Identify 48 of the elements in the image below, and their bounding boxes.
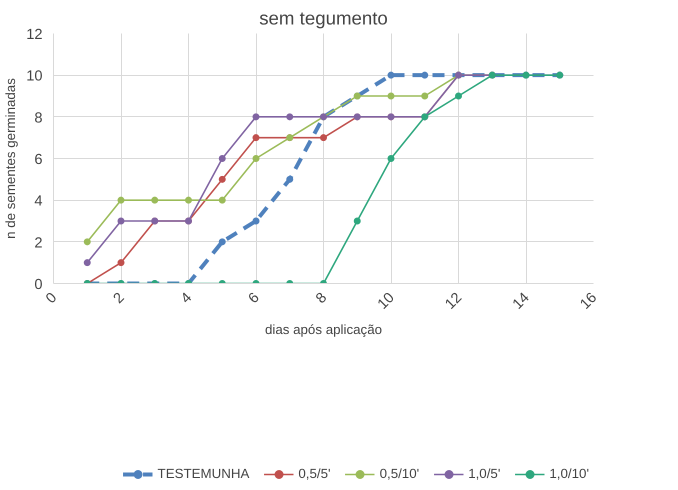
point (286, 113, 294, 120)
y-tick-label: 10 (26, 68, 43, 85)
y-tick-label: 6 (34, 152, 43, 168)
x-tick-label: 2 (110, 290, 128, 307)
point (118, 196, 124, 204)
point (118, 218, 124, 224)
y-tick-label: 4 (34, 194, 43, 210)
point (218, 196, 226, 204)
point (218, 155, 226, 162)
point (118, 259, 124, 266)
chart-title: sem tegumento (259, 8, 388, 28)
point (286, 176, 294, 183)
point (252, 113, 260, 120)
x-tick-label: 12 (442, 290, 466, 313)
point (354, 218, 361, 224)
point (421, 92, 428, 100)
x-tick-label: 16 (577, 290, 600, 313)
point (252, 155, 260, 162)
point (388, 92, 394, 100)
point (320, 134, 327, 142)
x-tick-label: 14 (510, 290, 533, 313)
x-tick-label: 8 (313, 290, 330, 307)
point (455, 92, 462, 100)
legend-label: 0,5/10' (380, 466, 420, 481)
point (252, 218, 260, 224)
point (151, 196, 158, 204)
point (421, 72, 428, 79)
point (84, 238, 91, 246)
y-tick-label: 0 (34, 277, 43, 293)
point (84, 259, 91, 266)
point (388, 72, 394, 79)
legend-label: TESTEMUNHA (158, 466, 250, 481)
x-axis-title: dias após aplicação (264, 322, 382, 337)
point (388, 155, 394, 162)
legend-label: 1,0/10' (549, 466, 589, 481)
point (252, 134, 260, 142)
y-axis-title: n de sementes germinadas (3, 78, 18, 239)
x-tick-label: 4 (178, 290, 196, 307)
legend-label: 0,5/5' (298, 466, 331, 481)
point (185, 196, 192, 204)
point (218, 238, 226, 246)
y-tick-label: 12 (26, 27, 43, 43)
y-tick-label: 8 (34, 110, 43, 126)
x-tick-label: 6 (246, 290, 263, 307)
point (218, 176, 226, 183)
x-tick-label: 10 (374, 290, 398, 313)
y-tick-label: 2 (34, 235, 43, 252)
legend-label: 1,0/5' (468, 466, 500, 481)
